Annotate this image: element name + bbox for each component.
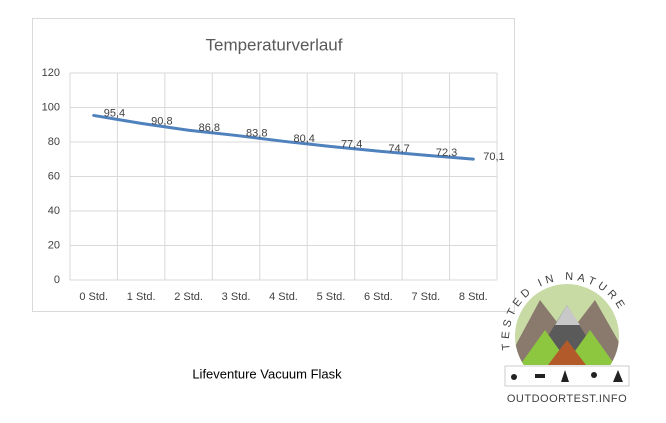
data-label: 77,4	[341, 138, 362, 150]
data-label: 90,8	[151, 115, 172, 127]
x-tick-label: 2 Std.	[174, 291, 203, 303]
logo-mountains	[515, 284, 619, 365]
data-label: 74,7	[388, 143, 409, 155]
y-tick-label: 40	[48, 205, 60, 217]
x-tick-label: 6 Std.	[364, 291, 393, 303]
y-tick-label: 120	[42, 67, 60, 79]
x-tick-label: 0 Std.	[79, 291, 108, 303]
caption: Lifeventure Vacuum Flask	[192, 366, 342, 381]
chart-title: Temperaturverlauf	[205, 35, 342, 54]
data-label: 95,4	[104, 107, 125, 119]
y-tick-label: 20	[48, 239, 60, 251]
y-tick-label: 100	[42, 101, 60, 113]
x-tick-label: 4 Std.	[269, 291, 298, 303]
x-tick-label: 8 Std.	[459, 291, 488, 303]
logo-site: OUTDOORTEST.INFO	[507, 393, 627, 405]
data-label: 83,8	[246, 127, 267, 139]
logo-icons	[511, 370, 623, 382]
chart-frame	[32, 18, 515, 312]
y-tick-label: 60	[48, 170, 60, 182]
y-tick-label: 80	[48, 136, 60, 148]
data-line	[92, 113, 475, 161]
data-label: 86,8	[199, 122, 220, 134]
y-tick-label: 0	[54, 274, 60, 286]
x-tick-label: 1 Std.	[127, 291, 156, 303]
data-label: 80,4	[294, 133, 315, 145]
data-label: 72,3	[436, 147, 457, 159]
x-tick-label: 3 Std.	[222, 291, 251, 303]
logo: TESTED IN NATURE OUTDOORTEST.INFO	[500, 271, 630, 405]
data-label: 70,1	[483, 151, 504, 163]
x-tick-label: 5 Std.	[317, 291, 346, 303]
x-tick-label: 7 Std.	[411, 291, 440, 303]
